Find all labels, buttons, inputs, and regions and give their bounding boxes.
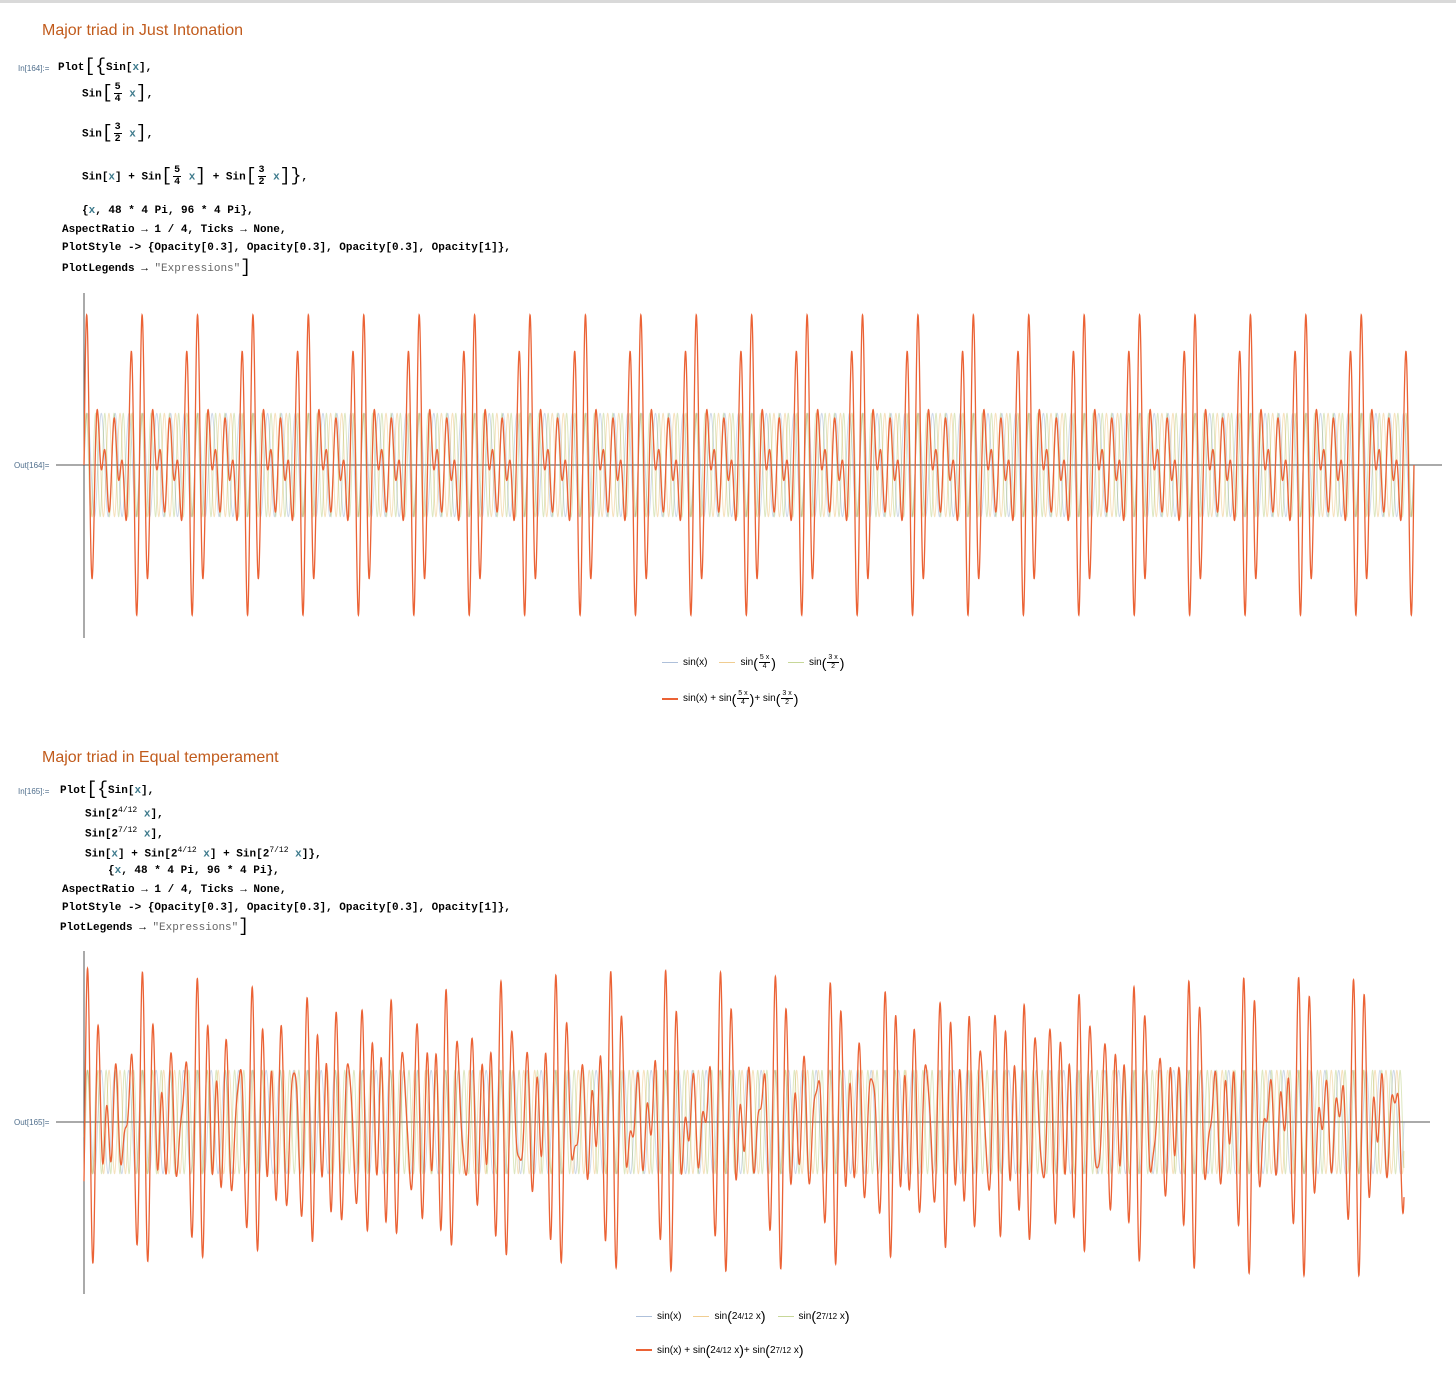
legend-entry: sin(x) bbox=[662, 657, 707, 668]
plot-equal-temperament[interactable] bbox=[0, 948, 1456, 1298]
code-line: Sin[x] + Sin[5 4 x] + Sin[3 2 x]}, bbox=[82, 165, 308, 188]
legend-entry: sin(x) bbox=[636, 1311, 681, 1322]
code-line: Plot[{Sin[x], bbox=[58, 57, 153, 77]
legend-entry: sin(3 x 2) bbox=[787, 654, 844, 671]
input-label: In[165]:= bbox=[18, 787, 50, 796]
code-line: Plot[{Sin[x], bbox=[60, 780, 155, 800]
legend-swatch bbox=[787, 662, 804, 663]
plot-just-intonation[interactable] bbox=[0, 290, 1456, 645]
series-line-4 bbox=[83, 966, 1405, 1279]
output-label: Out[165]= bbox=[14, 1118, 50, 1127]
legend-entry: sin(2 7/12 x) bbox=[777, 1308, 850, 1324]
output-label: Out[164]= bbox=[14, 461, 50, 470]
legend-swatch bbox=[693, 1315, 710, 1317]
input-label: In[164]:= bbox=[18, 64, 50, 73]
plot-legend-sum: sin(x) + sin(5 x 4) + sin(3 x 2) bbox=[662, 690, 810, 707]
section-title-just: Major triad in Just Intonation bbox=[42, 22, 243, 39]
legend-swatch bbox=[636, 1349, 652, 1351]
plot-legend: sin(x) sin(2 4/12 x) sin(2 7/12 x) bbox=[636, 1308, 862, 1324]
code-line: AspectRatio → 1 / 4, Ticks → None, bbox=[62, 884, 287, 896]
legend-entry: sin(x) + sin(5 x 4) + sin(3 x 2) bbox=[662, 690, 798, 707]
legend-swatch bbox=[719, 662, 736, 663]
code-line: Sin[3 2 x], bbox=[82, 122, 154, 145]
legend-swatch bbox=[636, 1315, 652, 1317]
legend-swatch bbox=[662, 697, 678, 700]
code-line: {x, 48 * 4 Pi, 96 * 4 Pi}, bbox=[108, 865, 280, 877]
code-line: Sin[27/12 x], bbox=[85, 826, 164, 841]
code-line: PlotStyle -> {Opacity[0.3], Opacity[0.3]… bbox=[62, 902, 511, 914]
legend-swatch bbox=[777, 1315, 794, 1317]
plot-legend-sum: sin(x) + sin(2 4/12 x) + sin(2 7/12 x) bbox=[636, 1342, 816, 1358]
plot-legend: sin(x) sin(5 x 4) sin(3 x 2) bbox=[662, 654, 856, 671]
code-line: PlotLegends → "Expressions"] bbox=[60, 917, 250, 937]
section-title-equal: Major triad in Equal temperament bbox=[42, 749, 279, 766]
code-line: AspectRatio → 1 / 4, Ticks → None, bbox=[62, 224, 287, 236]
legend-entry: sin(5 x 4) bbox=[719, 654, 776, 671]
code-line: Sin[5 4 x], bbox=[82, 82, 154, 105]
series-line-2 bbox=[83, 1069, 1405, 1175]
legend-swatch bbox=[662, 662, 678, 663]
code-line: Sin[x] + Sin[24/12 x] + Sin[27/12 x]}, bbox=[85, 846, 322, 861]
code-line: PlotStyle -> {Opacity[0.3], Opacity[0.3]… bbox=[62, 242, 511, 254]
legend-entry: sin(x) + sin(2 4/12 x) + sin(2 7/12 x) bbox=[636, 1342, 804, 1358]
code-line: Sin[24/12 x], bbox=[85, 806, 164, 821]
series-line-4 bbox=[83, 313, 1415, 617]
top-divider bbox=[0, 0, 1456, 3]
code-line: {x, 48 * 4 Pi, 96 * 4 Pi}, bbox=[82, 205, 254, 217]
code-line: PlotLegends → "Expressions"] bbox=[62, 258, 252, 278]
legend-entry: sin(2 4/12 x) bbox=[693, 1308, 766, 1324]
